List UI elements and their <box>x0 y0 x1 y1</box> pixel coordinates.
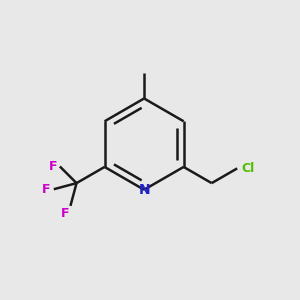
Text: N: N <box>138 183 150 197</box>
Text: F: F <box>48 160 57 173</box>
Text: F: F <box>42 183 51 196</box>
Text: F: F <box>61 207 69 220</box>
Text: Cl: Cl <box>242 162 255 175</box>
